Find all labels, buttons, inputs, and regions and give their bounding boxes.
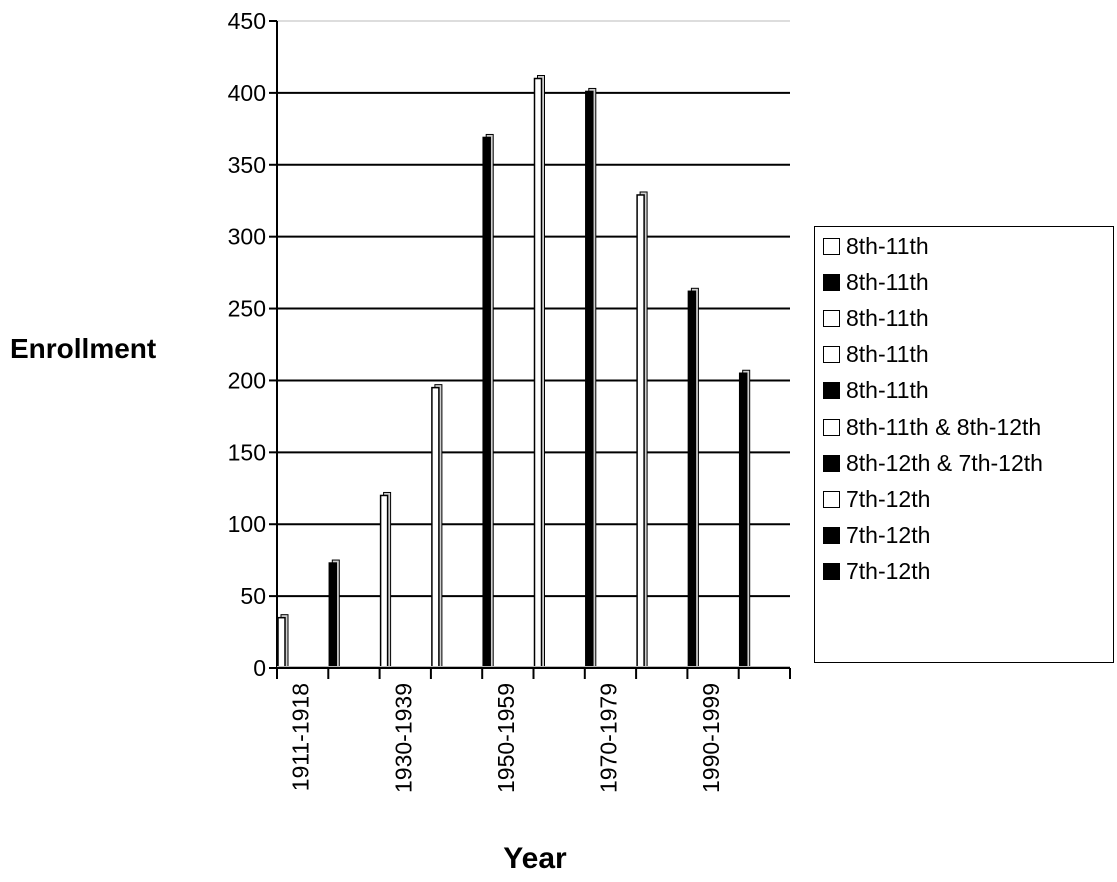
legend-label: 8th-11th — [846, 341, 929, 368]
legend-swatch — [823, 454, 840, 472]
bar — [738, 372, 748, 669]
x-tick-label: 1990-1999 — [698, 683, 724, 793]
legend-item: 7th-12th — [823, 521, 930, 551]
bar — [585, 90, 594, 669]
y-tick-label: 150 — [228, 439, 266, 465]
x-tick-labels: 1911-1918 1930-1939 1950-1959 1970-1979 1990… — [288, 683, 724, 793]
legend-item: 8th-11th — [823, 231, 929, 261]
bar — [636, 194, 645, 669]
y-axis-label: Enrollment — [10, 333, 156, 364]
y-tick-label: 400 — [228, 80, 266, 106]
legend-item: 8th-11th — [823, 267, 929, 297]
y-tick-label: 300 — [228, 224, 266, 250]
legend-item: 8th-11th & 8th-12th — [823, 412, 1041, 442]
y-tick-label: 450 — [228, 8, 266, 34]
legend-item: 7th-12th — [823, 557, 930, 587]
legend-item: 8th-11th — [823, 340, 929, 370]
bar — [533, 77, 543, 669]
legend-label: 8th-11th — [846, 377, 929, 404]
legend-label: 8th-11th & 8th-12th — [846, 413, 1042, 440]
legend-swatch — [823, 346, 840, 364]
legend-item: 7th-12th — [823, 484, 930, 514]
legend-label: 8th-11th — [846, 232, 929, 259]
x-axis-label: Year — [503, 842, 567, 875]
bar — [379, 494, 389, 669]
bar — [482, 136, 491, 669]
legend-label: 8th-12th & 7th-12th — [846, 449, 1043, 476]
y-tick-label: 250 — [228, 296, 266, 322]
legend-label: 7th-12th — [846, 485, 931, 512]
legend-swatch — [823, 273, 840, 291]
y-tick-label: 0 — [253, 655, 266, 681]
legend-item: 8th-11th — [823, 376, 929, 406]
axes — [269, 20, 791, 679]
legend-label: 7th-12th — [846, 522, 931, 549]
legend: 8th-11th 8th-11th 8th-11th 8th-11th 8th-11th… — [814, 226, 1114, 663]
y-tick-label: 200 — [228, 367, 266, 393]
legend-label: 8th-11th — [846, 268, 929, 295]
bar — [328, 562, 338, 669]
legend-swatch — [823, 418, 840, 436]
legend-label: 7th-12th — [846, 558, 931, 585]
legend-swatch — [823, 309, 840, 327]
legend-swatch — [823, 563, 840, 581]
x-tick-label: 1950-1959 — [493, 683, 519, 793]
y-tick-label: 50 — [240, 583, 266, 609]
x-tick-label: 1911-1918 — [288, 683, 314, 791]
x-tick-label: 1930-1939 — [390, 683, 416, 793]
bar — [687, 290, 697, 669]
legend-swatch — [823, 382, 840, 400]
legend-swatch — [823, 527, 840, 545]
legend-item: 8th-11th — [823, 303, 929, 333]
y-tick-label: 350 — [228, 152, 266, 178]
legend-swatch — [823, 490, 840, 508]
legend-label: 8th-11th — [846, 304, 929, 331]
bar — [431, 386, 440, 669]
y-tick-label: 100 — [228, 511, 266, 537]
legend-swatch — [823, 237, 840, 255]
y-tick-labels: 0 50 100 150 200 250 300 350 400 450 — [228, 8, 266, 681]
gridlines — [277, 20, 790, 598]
x-tick-label: 1970-1979 — [595, 683, 621, 793]
legend-item: 8th-12th & 7th-12th — [823, 448, 1043, 478]
bar — [277, 616, 286, 669]
